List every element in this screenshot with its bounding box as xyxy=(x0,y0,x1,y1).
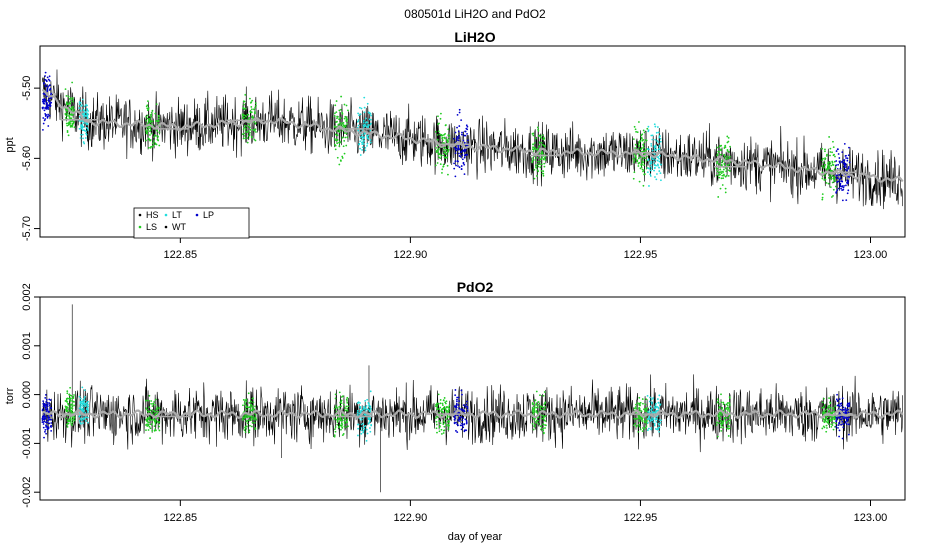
cluster-LS xyxy=(145,394,161,440)
legend-label-LS: LS xyxy=(146,222,157,232)
legend-label-HS: HS xyxy=(146,210,159,220)
legend-label-WT: WT xyxy=(172,222,186,232)
y-axis-label-lih2o: ppt xyxy=(4,137,16,152)
y-tick-label: -5.70 xyxy=(21,216,33,241)
legend-marker-LS xyxy=(138,225,142,229)
y-tick-label: -0.002 xyxy=(21,477,33,508)
x-tick-label: 122.90 xyxy=(394,249,428,261)
y-tick-label: 0.001 xyxy=(21,332,33,360)
cluster-LP xyxy=(453,389,469,434)
cluster-LS xyxy=(632,121,649,187)
panel-pdo2: PdO2 torr day of year 122.85 122.90 122.95… xyxy=(4,279,906,543)
cluster-LS xyxy=(64,81,76,137)
series-smooth-lih2o xyxy=(41,88,904,183)
x-tick-label: 122.85 xyxy=(164,249,198,261)
x-tick-label: 123.00 xyxy=(854,512,888,524)
y-tick-label: -0.001 xyxy=(21,428,33,459)
figure-title: 080501d LiH2O and PdO2 xyxy=(404,7,546,21)
cluster-LP xyxy=(41,393,53,439)
y-tick-label: 0.002 xyxy=(21,283,33,311)
cluster-LP xyxy=(453,108,469,178)
x-axis-label-pdo2: day of year xyxy=(448,531,503,543)
series-smooth-pdo2 xyxy=(42,409,904,420)
legend-marker-WT xyxy=(164,225,168,229)
y-tick-label: -5.60 xyxy=(21,146,33,171)
panel-lih2o: LiH2O ppt 122.85 122.90 122.95 123.00 -5.50 -… xyxy=(4,29,906,261)
legend-marker-LT xyxy=(164,213,168,217)
cluster-LS xyxy=(715,135,731,198)
legend-marker-LP xyxy=(195,213,199,217)
y-tick-label: 0.000 xyxy=(21,381,33,409)
legend: HS LT LP LS WT xyxy=(133,207,250,239)
legend-marker-HS xyxy=(138,213,142,217)
legend-label-LP: LP xyxy=(203,210,214,220)
panel-title-lih2o: LiH2O xyxy=(454,29,495,45)
cluster-LS xyxy=(241,392,258,434)
panel-title-pdo2: PdO2 xyxy=(457,279,494,295)
x-tick-label: 122.90 xyxy=(394,512,428,524)
series-raw-pdo2 xyxy=(42,304,903,493)
cluster-LS xyxy=(821,136,837,201)
series-raw-lih2o xyxy=(42,69,903,210)
x-tick-label: 123.00 xyxy=(854,249,888,261)
plot-frame-pdo2 xyxy=(39,296,906,501)
y-tick-label: -5.50 xyxy=(21,76,33,101)
x-tick-label: 122.95 xyxy=(624,512,658,524)
cluster-LP xyxy=(41,71,53,131)
cluster-LT xyxy=(78,386,89,425)
legend-label-LT: LT xyxy=(172,210,182,220)
x-tick-label: 122.95 xyxy=(624,249,658,261)
plot-frame-lih2o xyxy=(39,45,906,238)
cluster-LS xyxy=(633,396,648,433)
y-axis-label-pdo2: torr xyxy=(4,387,16,404)
cluster-LT xyxy=(356,390,373,442)
x-tick-label: 122.85 xyxy=(164,512,198,524)
